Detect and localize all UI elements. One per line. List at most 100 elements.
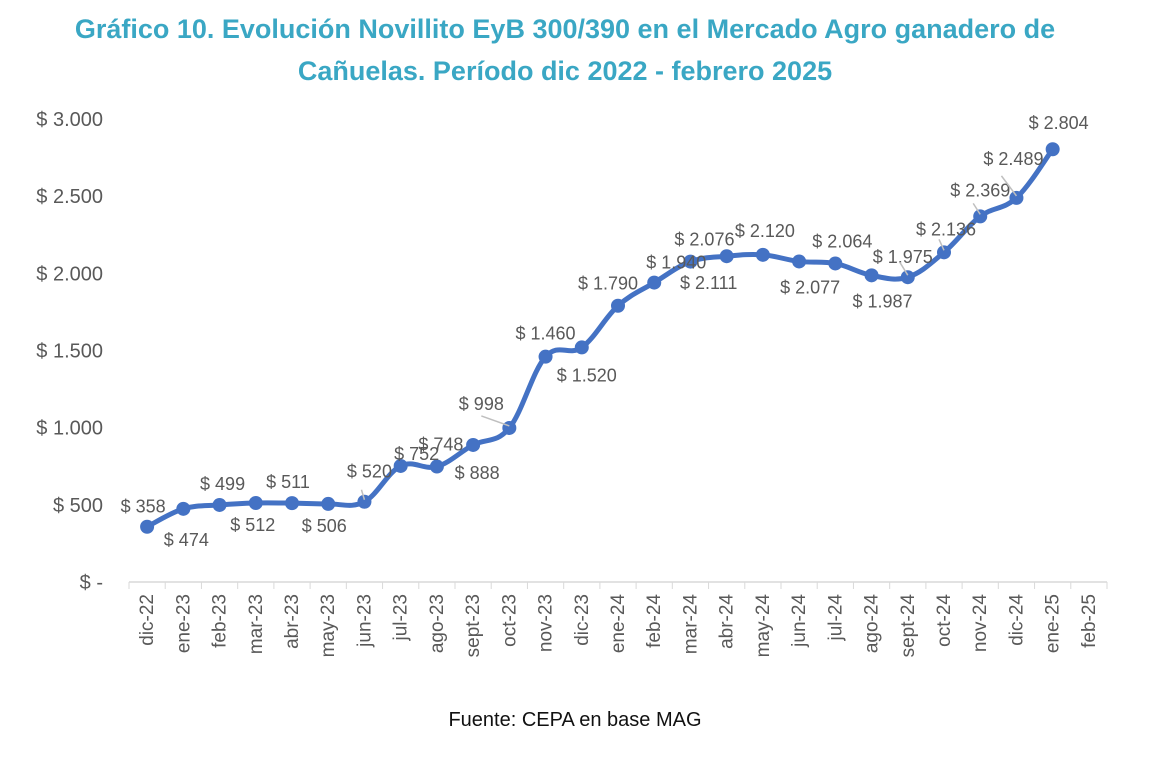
x-tick-label: abr-24 xyxy=(717,594,738,649)
x-tick-label: dic-24 xyxy=(1006,594,1027,646)
data-point xyxy=(755,247,770,262)
x-tick-label: sept-23 xyxy=(463,594,484,657)
chart-title-line-1: Gráfico 10. Evolución Novillito EyB 300/… xyxy=(74,14,1056,44)
x-axis: dic-22 ene-23 feb-23 mar-23 abr-23 may-23 jun-… xyxy=(128,581,1108,658)
data-label: $ 2.120 xyxy=(735,221,795,241)
chart-title: Gráfico 10. Evolución Novillito EyB 300/… xyxy=(0,8,1130,92)
data-label: $ 888 xyxy=(455,463,500,483)
data-label: $ 2.136 xyxy=(916,219,976,239)
x-tick-label: ago-23 xyxy=(427,594,448,653)
y-tick-label: $ 2.000 xyxy=(36,263,103,285)
leader-line xyxy=(938,239,945,251)
data-label: $ 1.520 xyxy=(557,365,617,385)
data-label: $ 2.077 xyxy=(780,277,840,297)
x-tick-label: ene-25 xyxy=(1043,594,1064,653)
y-tick-label: $ 2.500 xyxy=(36,186,103,208)
data-point xyxy=(321,496,336,511)
x-tick-label: jul-24 xyxy=(825,594,846,642)
x-tick-label: jun-23 xyxy=(354,594,375,648)
data-point xyxy=(574,340,589,355)
leader-line xyxy=(972,202,981,215)
data-label: $ 520 xyxy=(347,462,392,482)
source-note: Fuente: CEPA en base MAG xyxy=(448,709,702,731)
series-line xyxy=(144,146,1056,530)
x-tick-label: feb-23 xyxy=(210,594,231,648)
data-point xyxy=(176,501,191,516)
y-tick-label: $ 1.000 xyxy=(36,418,103,440)
data-label: $ 752 xyxy=(394,444,439,464)
data-point xyxy=(1009,190,1024,205)
data-label: $ 2.489 xyxy=(983,149,1043,169)
x-tick-label: sept-24 xyxy=(898,594,919,658)
data-point xyxy=(864,268,879,283)
data-label: $ 358 xyxy=(121,497,166,517)
data-point xyxy=(973,209,988,224)
data-point xyxy=(611,298,625,313)
data-point xyxy=(502,420,517,435)
x-tick-label: oct-24 xyxy=(934,594,955,647)
x-tick-label: abr-23 xyxy=(282,594,303,649)
leader-line xyxy=(1000,175,1018,197)
data-label: $ 2.064 xyxy=(812,231,872,251)
y-axis: $ - $ 500 $ 1.000 $ 1.500 $ 2.000 $ 2.500 $ 3.… xyxy=(36,109,103,594)
data-point xyxy=(828,256,843,271)
data-label: $ 2.111 xyxy=(680,273,737,293)
y-tick-label: $ 1.500 xyxy=(36,341,103,363)
data-point xyxy=(900,270,915,285)
data-point xyxy=(792,254,807,269)
data-point xyxy=(937,245,951,260)
data-label: $ 2.369 xyxy=(950,180,1010,200)
data-label: $ 748 xyxy=(418,435,463,455)
data-point xyxy=(212,497,227,512)
x-tick-label: nov-24 xyxy=(970,594,991,653)
y-tick-label: $ - xyxy=(80,572,103,594)
data-label: $ 1.975 xyxy=(873,247,933,267)
x-tick-label: ene-23 xyxy=(173,594,194,653)
data-label: $ 1.940 xyxy=(646,253,706,273)
y-tick-label: $ 3.000 xyxy=(36,109,103,131)
x-tick-label: mar-24 xyxy=(680,594,701,655)
data-label: $ 998 xyxy=(459,394,504,414)
data-label: $ 474 xyxy=(164,530,209,550)
data-point xyxy=(393,458,408,473)
x-tick-label: mar-23 xyxy=(246,594,267,654)
x-tick-label: dic-22 xyxy=(137,594,158,646)
y-tick-label: $ 500 xyxy=(53,495,103,517)
x-tick-label: ago-24 xyxy=(862,594,883,654)
data-point xyxy=(248,495,263,510)
series-novillito xyxy=(140,142,1060,534)
x-tick-label: jun-24 xyxy=(789,594,810,648)
data-point xyxy=(357,494,372,509)
x-tick-label: jul-23 xyxy=(391,594,412,641)
data-point xyxy=(719,249,734,264)
x-tick-label: ene-24 xyxy=(608,594,629,654)
data-label: $ 2.804 xyxy=(1029,113,1089,133)
data-labels: $ 358 $ 474 $ 499 $ 512 $ 511 $ 506 $ 520$ 752… xyxy=(121,113,1089,550)
data-point xyxy=(285,496,299,511)
data-point xyxy=(429,459,444,474)
data-label: $ 2.076 xyxy=(674,230,734,250)
data-point xyxy=(466,437,481,452)
data-point xyxy=(647,275,662,290)
x-tick-label: feb-24 xyxy=(644,594,665,648)
data-label: $ 506 xyxy=(302,516,347,536)
x-tick-label: may-24 xyxy=(753,594,774,658)
data-point xyxy=(140,519,155,534)
x-tick-label: may-23 xyxy=(318,594,339,657)
data-label: $ 1.790 xyxy=(578,274,638,294)
leader-line xyxy=(360,489,366,500)
leader-line xyxy=(899,261,909,276)
data-label: $ 511 xyxy=(266,472,310,492)
chart-title-line-2: Cañuelas. Período dic 2022 - febrero 202… xyxy=(297,56,833,86)
data-point xyxy=(1045,142,1060,157)
data-label: $ 499 xyxy=(200,474,245,494)
x-tick-label: dic-23 xyxy=(572,594,593,646)
data-point xyxy=(538,349,553,364)
x-tick-label: nov-23 xyxy=(536,594,557,652)
x-tick-label: oct-23 xyxy=(499,594,520,647)
x-tick-label: feb-25 xyxy=(1079,594,1100,648)
data-label: $ 1.987 xyxy=(853,291,913,311)
data-label: $ 512 xyxy=(230,515,275,535)
leader-line xyxy=(481,415,510,427)
